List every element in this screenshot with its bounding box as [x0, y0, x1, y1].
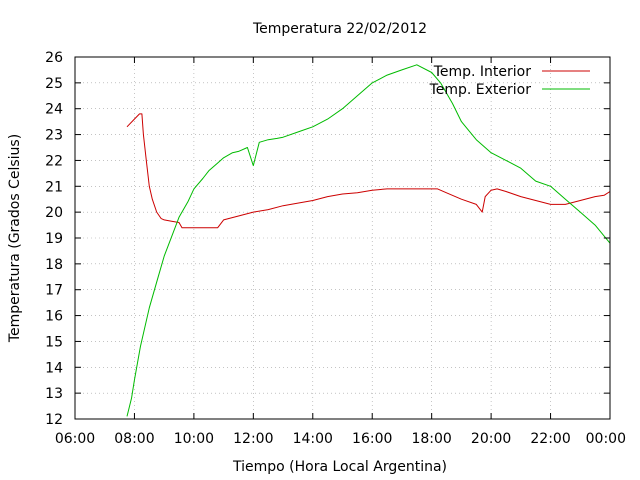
- x-tick-label: 06:00: [55, 431, 95, 447]
- series-line-exterior: [126, 64, 611, 417]
- y-tick-label: 15: [45, 334, 63, 350]
- x-tick-label: 18:00: [411, 431, 451, 447]
- x-tick-label: 20:00: [471, 431, 511, 447]
- x-tick-labels: 06:00 08:00 10:00 12:00 14:00 16:00 18:00 20:00…: [55, 431, 626, 447]
- grid: [75, 57, 610, 419]
- y-tick-labels: 12 13 14 15 16 17 18 19 20 21 22 23 24 25 26: [45, 50, 63, 428]
- x-tick-label: 00:00: [586, 431, 626, 447]
- y-tick-label: 24: [45, 102, 63, 118]
- y-tick-label: 25: [45, 76, 63, 92]
- y-tick-label: 14: [45, 360, 63, 376]
- y-tick-label: 17: [45, 283, 63, 299]
- x-tick-label: 14:00: [293, 431, 333, 447]
- chart-title: Temperatura 22/02/2012: [252, 21, 427, 37]
- x-tick-label: 16:00: [352, 431, 392, 447]
- y-tick-label: 18: [45, 257, 63, 273]
- y-tick-label: 22: [45, 153, 63, 169]
- y-tick-label: 20: [45, 205, 63, 221]
- y-tick-label: 13: [45, 386, 63, 402]
- series-line-interior: [126, 113, 611, 229]
- x-tick-label: 22:00: [530, 431, 570, 447]
- y-tick-label: 16: [45, 309, 63, 325]
- x-axis-title: Tiempo (Hora Local Argentina): [232, 459, 447, 475]
- y-tick-label: 19: [45, 231, 63, 247]
- legend: Temp. Interior Temp. Exterior: [429, 64, 590, 98]
- y-tick-label: 23: [45, 128, 63, 144]
- x-tick-label: 08:00: [114, 431, 154, 447]
- y-tick-label: 21: [45, 179, 63, 195]
- x-tick-label: 12:00: [233, 431, 273, 447]
- y-axis-title: Temperatura (Grados Celsius): [7, 134, 23, 343]
- y-tick-label: 12: [45, 412, 63, 428]
- ticks: [74, 56, 611, 420]
- legend-label-interior: Temp. Interior: [433, 64, 532, 80]
- legend-label-exterior: Temp. Exterior: [429, 82, 532, 98]
- y-tick-label: 26: [45, 50, 63, 66]
- x-tick-label: 10:00: [174, 431, 214, 447]
- series-layer: [126, 64, 611, 417]
